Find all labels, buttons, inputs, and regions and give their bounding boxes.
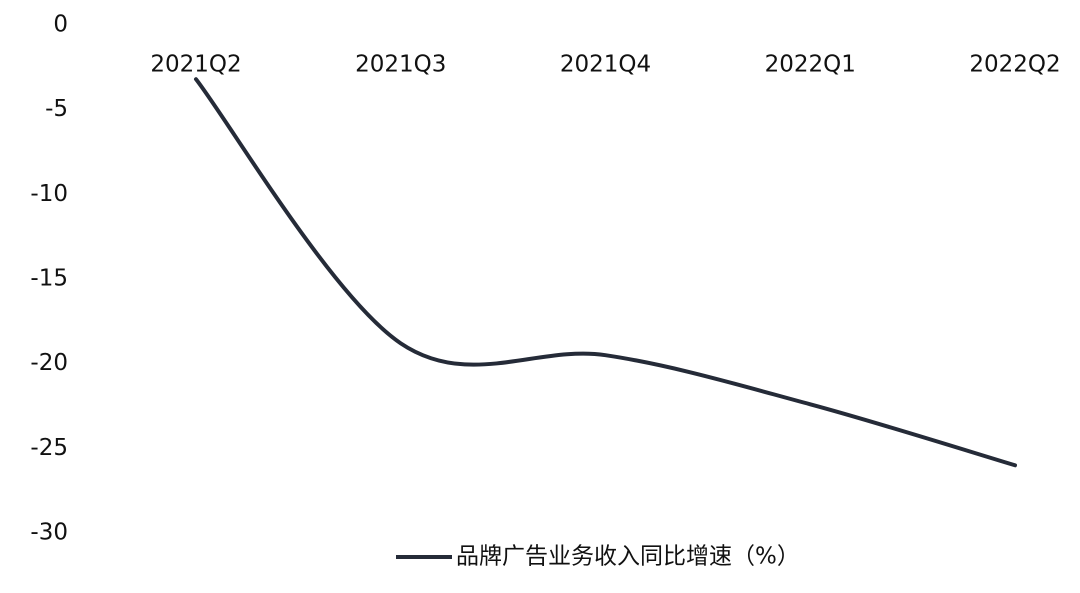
y-tick-label: -30 <box>30 520 68 546</box>
y-tick-label: -20 <box>30 350 68 376</box>
y-tick-label: -15 <box>30 266 68 292</box>
y-tick-label: -25 <box>30 435 68 461</box>
x-tick-label: 2021Q4 <box>560 52 651 78</box>
line <box>194 77 1017 468</box>
y-tick-label: 0 <box>53 12 68 38</box>
x-tick-label: 2022Q1 <box>765 52 856 78</box>
x-tick-label: 2022Q2 <box>969 52 1060 78</box>
legend-label: 品牌广告业务收入同比增速（%） <box>456 544 800 570</box>
y-tick-label: -10 <box>30 181 68 207</box>
x-tick-label: 2021Q2 <box>150 52 241 78</box>
y-tick-label: -5 <box>45 96 68 122</box>
x-tick-label: 2021Q3 <box>355 52 446 78</box>
